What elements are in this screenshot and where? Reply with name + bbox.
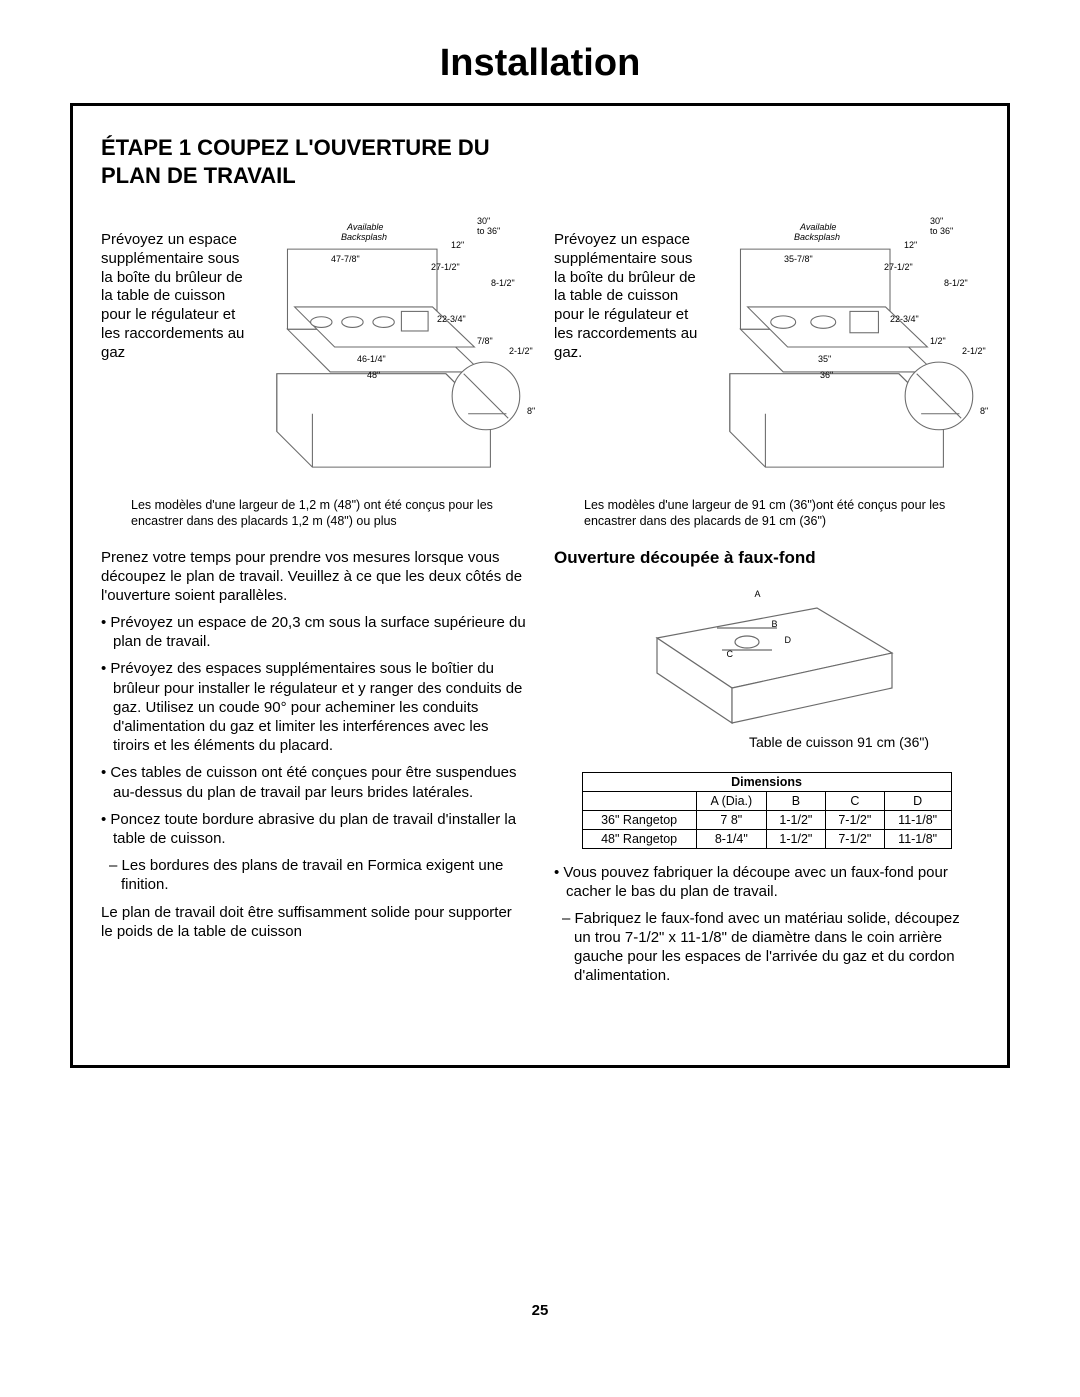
cell: 11-1/8" xyxy=(884,810,951,829)
dash-left-1: Les bordures des plans de travail en For… xyxy=(101,856,526,894)
bullet-left-2: Prévoyez des espaces supplémentaires sou… xyxy=(101,659,526,755)
th-B: B xyxy=(766,791,825,810)
label-B: B xyxy=(772,620,778,629)
cell: 48" Rangetop xyxy=(582,829,696,848)
cell: 8-1/4" xyxy=(696,829,766,848)
label-r-backsplash1: Available xyxy=(800,223,836,232)
right-column: Prévoyez un espace supplémentaire sous l… xyxy=(554,207,979,994)
label-27-12: 27-1/2" xyxy=(431,263,460,272)
label-78: 7/8" xyxy=(477,337,493,346)
left-diagram: Available Backsplash 30" to 36" 12" 47-7… xyxy=(259,207,526,487)
right-diagram: Available Backsplash 30" to 36" 12" 35-7… xyxy=(712,207,979,487)
label-12: 12" xyxy=(451,241,464,250)
label-r-35-78: 35-7/8" xyxy=(784,255,813,264)
small-caption: Table de cuisson 91 cm (36") xyxy=(554,734,979,750)
th-C: C xyxy=(825,791,884,810)
section-heading: ÉTAPE 1 COUPEZ L'OUVERTURE DU PLAN DE TR… xyxy=(101,134,521,189)
label-r-to36: to 36" xyxy=(930,227,953,236)
cell: 36" Rangetop xyxy=(582,810,696,829)
bullet-list-left: Prévoyez un espace de 20,3 cm sous la su… xyxy=(101,613,526,848)
label-r-8: 8" xyxy=(980,407,988,416)
cell: 11-1/8" xyxy=(884,829,951,848)
label-r-35: 35" xyxy=(818,355,831,364)
bullet-list-right: Vous pouvez fabriquer la découpe avec un… xyxy=(554,863,979,901)
label-r-36: 36" xyxy=(820,371,833,380)
label-D: D xyxy=(785,636,792,645)
content-frame: ÉTAPE 1 COUPEZ L'OUVERTURE DU PLAN DE TR… xyxy=(70,103,1010,1068)
table-header-row: A (Dia.) B C D xyxy=(582,791,951,810)
label-r-12: 12" xyxy=(904,241,917,250)
label-r-30: 30" xyxy=(930,217,943,226)
diagram-row-container: Prévoyez un espace supplémentaire sous l… xyxy=(101,207,979,994)
label-backsplash2: Backsplash xyxy=(341,233,387,242)
sub-heading: Ouverture découpée à faux-fond xyxy=(554,548,979,568)
bullet-right-1: Vous pouvez fabriquer la découpe avec un… xyxy=(554,863,979,901)
left-column: Prévoyez un espace supplémentaire sous l… xyxy=(101,207,526,994)
left-caption: Les modèles d'une largeur de 1,2 m (48")… xyxy=(131,497,526,530)
page-title: Installation xyxy=(0,0,1080,103)
label-r-2-12: 2-1/2" xyxy=(962,347,986,356)
dimensions-table: Dimensions A (Dia.) B C D 36" Rangetop 7… xyxy=(582,772,952,849)
label-8: 8" xyxy=(527,407,535,416)
label-47-78: 47-7/8" xyxy=(331,255,360,264)
label-to36: to 36" xyxy=(477,227,500,236)
table-row: 48" Rangetop 8-1/4" 1-1/2" 7-1/2" 11-1/8… xyxy=(582,829,951,848)
left-diagram-text: Prévoyez un espace supplémentaire sous l… xyxy=(101,207,251,362)
th-blank xyxy=(582,791,696,810)
label-46-14: 46-1/4" xyxy=(357,355,386,364)
bullet-left-3: Ces tables de cuisson ont été conçues po… xyxy=(101,763,526,801)
label-r-backsplash2: Backsplash xyxy=(794,233,840,242)
th-D: D xyxy=(884,791,951,810)
cell: 7-1/2" xyxy=(825,810,884,829)
cell: 7-1/2" xyxy=(825,829,884,848)
label-backsplash1: Available xyxy=(347,223,383,232)
th-A: A (Dia.) xyxy=(696,791,766,810)
label-C: C xyxy=(727,650,734,659)
page-number: 25 xyxy=(0,1302,1080,1319)
cell: 7 8" xyxy=(696,810,766,829)
table-row: 36" Rangetop 7 8" 1-1/2" 7-1/2" 11-1/8" xyxy=(582,810,951,829)
label-r-22-34: 22-3/4" xyxy=(890,315,919,324)
dash-right-1: Fabriquez le faux-fond avec un matériau … xyxy=(554,909,979,986)
right-diagram-row: Prévoyez un espace supplémentaire sous l… xyxy=(554,207,979,487)
label-48: 48" xyxy=(367,371,380,380)
right-caption: Les modèles d'une largeur de 91 cm (36")… xyxy=(584,497,979,530)
label-A: A xyxy=(755,590,761,599)
label-30: 30" xyxy=(477,217,490,226)
left-diagram-row: Prévoyez un espace supplémentaire sous l… xyxy=(101,207,526,487)
cell: 1-1/2" xyxy=(766,829,825,848)
label-r-27-12: 27-1/2" xyxy=(884,263,913,272)
table-title: Dimensions xyxy=(582,772,951,791)
cooktop-36-icon xyxy=(712,207,979,487)
false-bottom-diagram: A B C D xyxy=(627,578,907,728)
para-2: Le plan de travail doit être suffisammen… xyxy=(101,903,526,941)
cooktop-48-icon xyxy=(259,207,526,487)
label-r-8-12: 8-1/2" xyxy=(944,279,968,288)
label-22-34: 22-3/4" xyxy=(437,315,466,324)
para-1: Prenez votre temps pour prendre vos mesu… xyxy=(101,548,526,606)
bullet-left-4: Poncez toute bordure abrasive du plan de… xyxy=(101,810,526,848)
false-bottom-icon xyxy=(627,578,907,728)
label-8-12: 8-1/2" xyxy=(491,279,515,288)
bullet-left-1: Prévoyez un espace de 20,3 cm sous la su… xyxy=(101,613,526,651)
cell: 1-1/2" xyxy=(766,810,825,829)
label-2-12: 2-1/2" xyxy=(509,347,533,356)
right-diagram-text: Prévoyez un espace supplémentaire sous l… xyxy=(554,207,704,362)
label-r-12b: 1/2" xyxy=(930,337,946,346)
